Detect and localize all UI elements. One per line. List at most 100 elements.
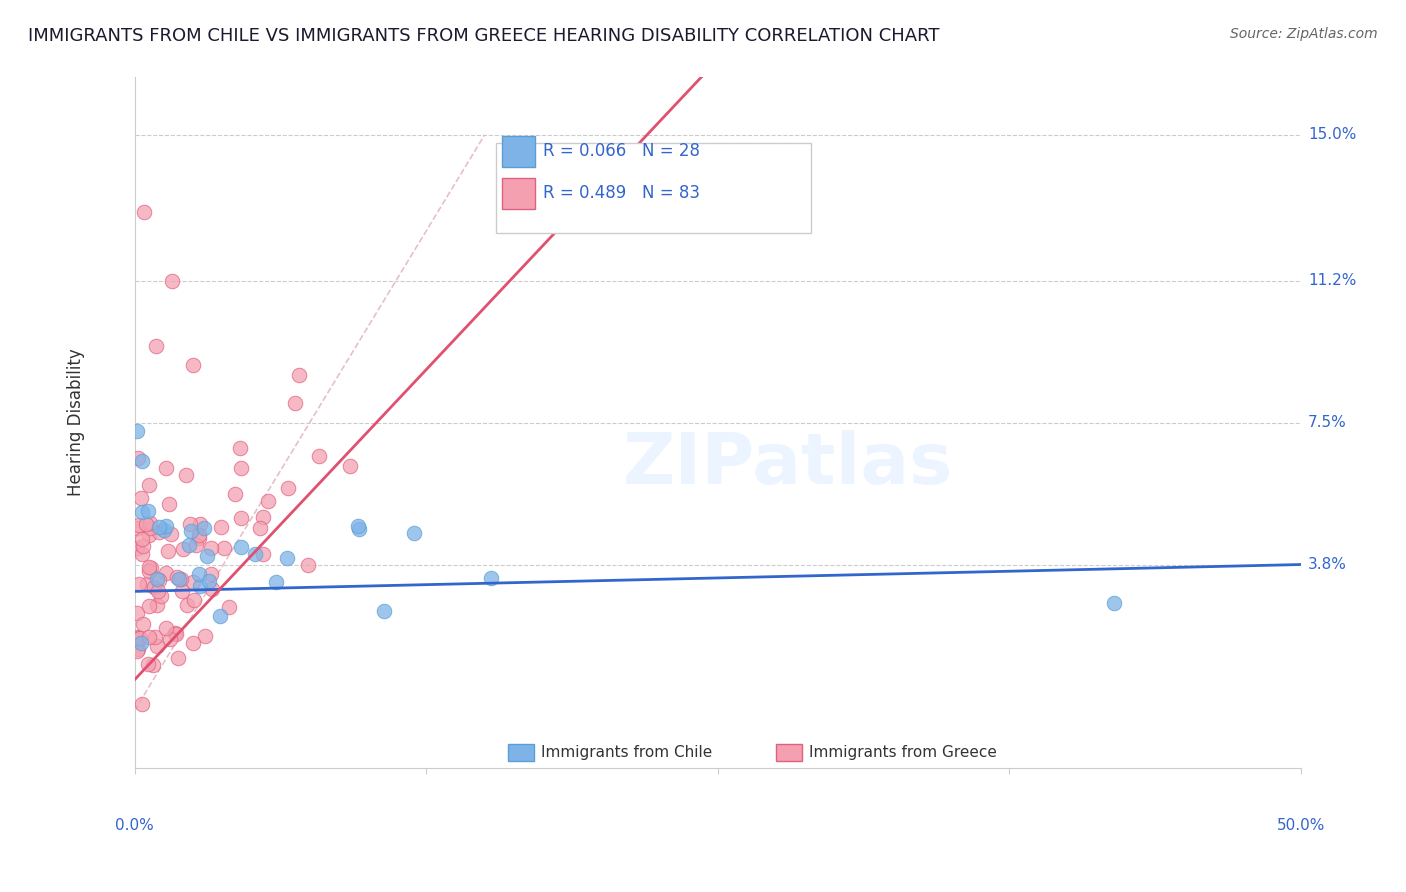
Point	[252, 547, 274, 561]
Text: 50.0%: 50.0%	[1277, 818, 1324, 832]
Point	[166, 627, 188, 641]
Point	[194, 628, 217, 642]
Point	[155, 519, 177, 533]
Point	[160, 527, 183, 541]
Point	[148, 573, 170, 587]
Point	[153, 523, 176, 537]
Text: IMMIGRANTS FROM CHILE VS IMMIGRANTS FROM GREECE HEARING DISABILITY CORRELATION C: IMMIGRANTS FROM CHILE VS IMMIGRANTS FROM…	[28, 27, 939, 45]
Point	[143, 630, 166, 644]
Point	[198, 574, 221, 589]
FancyBboxPatch shape	[502, 136, 534, 167]
Point	[200, 541, 222, 555]
Point	[347, 519, 370, 533]
Point	[139, 521, 162, 535]
Point	[125, 644, 148, 658]
Point	[166, 569, 188, 583]
Point	[157, 543, 180, 558]
Point	[145, 339, 167, 353]
Point	[193, 521, 215, 535]
Point	[131, 547, 153, 561]
Point	[169, 573, 191, 587]
Text: R = 0.066   N = 28: R = 0.066 N = 28	[543, 143, 700, 161]
Point	[180, 524, 202, 539]
Point	[155, 621, 177, 635]
Point	[257, 494, 280, 508]
Point	[172, 541, 194, 556]
Point	[127, 642, 149, 657]
Point	[127, 450, 149, 465]
Point	[129, 491, 152, 505]
Point	[129, 635, 152, 649]
Point	[190, 516, 212, 531]
Point	[287, 368, 309, 383]
Point	[125, 521, 148, 535]
Point	[201, 582, 224, 596]
Point	[172, 583, 194, 598]
Point	[136, 657, 159, 671]
FancyBboxPatch shape	[496, 143, 811, 233]
Text: R = 0.489   N = 83: R = 0.489 N = 83	[543, 184, 700, 202]
Point	[252, 509, 274, 524]
FancyBboxPatch shape	[776, 744, 801, 761]
Point	[125, 607, 148, 621]
Point	[131, 505, 153, 519]
Point	[209, 609, 232, 624]
Point	[125, 424, 148, 438]
Text: 11.2%: 11.2%	[1308, 273, 1357, 288]
Point	[231, 511, 253, 525]
Text: 7.5%: 7.5%	[1308, 415, 1347, 430]
Text: Source: ZipAtlas.com: Source: ZipAtlas.com	[1230, 27, 1378, 41]
Point	[308, 449, 330, 463]
Point	[136, 504, 159, 518]
Point	[249, 521, 271, 535]
Point	[347, 522, 370, 536]
Text: 15.0%: 15.0%	[1308, 128, 1357, 143]
Point	[129, 631, 152, 645]
Point	[283, 396, 305, 410]
Point	[145, 639, 167, 653]
Text: ZIPatlas: ZIPatlas	[623, 430, 953, 499]
Point	[142, 658, 165, 673]
Point	[170, 572, 193, 586]
Point	[176, 598, 198, 612]
Point	[155, 460, 177, 475]
Point	[479, 571, 502, 585]
Point	[127, 631, 149, 645]
Point	[138, 630, 160, 644]
Point	[229, 541, 252, 555]
Point	[177, 538, 200, 552]
Point	[160, 274, 183, 288]
Point	[181, 358, 204, 372]
Point	[148, 520, 170, 534]
Point	[159, 632, 181, 647]
Point	[138, 564, 160, 578]
Point	[146, 572, 169, 586]
Text: Immigrants from Greece: Immigrants from Greece	[808, 745, 997, 760]
Text: Immigrants from Chile: Immigrants from Chile	[540, 745, 711, 760]
Point	[404, 525, 426, 540]
Point	[128, 577, 150, 591]
Point	[146, 583, 169, 598]
Point	[183, 593, 205, 607]
Point	[132, 539, 155, 553]
Point	[243, 547, 266, 561]
Point	[131, 454, 153, 468]
Point	[276, 481, 298, 495]
Point	[184, 538, 207, 552]
Point	[276, 551, 298, 566]
Point	[148, 524, 170, 539]
Point	[218, 600, 240, 615]
Point	[179, 517, 201, 532]
Point	[174, 468, 197, 483]
Point	[138, 477, 160, 491]
Point	[143, 580, 166, 594]
Point	[132, 204, 155, 219]
Point	[264, 574, 287, 589]
Point	[187, 531, 209, 545]
Point	[155, 566, 177, 580]
Point	[339, 458, 361, 473]
Point	[135, 516, 157, 531]
Point	[157, 498, 180, 512]
Text: Hearing Disability: Hearing Disability	[67, 349, 86, 497]
Point	[141, 561, 163, 575]
